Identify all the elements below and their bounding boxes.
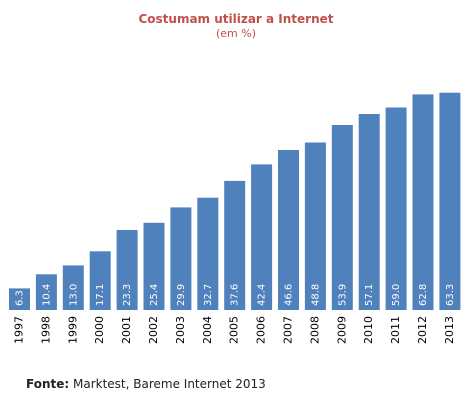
bar-2001	[116, 230, 138, 310]
x-tick-label-2003: 2003	[174, 316, 187, 344]
x-tick-label-2001: 2001	[120, 316, 133, 344]
x-tick-label-2012: 2012	[416, 316, 429, 344]
source-label: Fonte:	[26, 377, 70, 391]
bar-2003	[170, 207, 192, 310]
bar-2013	[439, 92, 461, 310]
bar-2002	[143, 222, 165, 310]
bar-1997	[9, 288, 30, 310]
x-tick-label-1997: 1997	[13, 316, 26, 344]
value-label-2005: 37.6	[230, 284, 241, 306]
x-tick-label-2004: 2004	[201, 316, 214, 344]
bar-2007	[278, 150, 299, 310]
bar-2008	[304, 142, 326, 310]
chart-subtitle: (em %)	[215, 27, 256, 40]
value-label-2007: 46.6	[284, 284, 295, 306]
x-tick-label-2008: 2008	[308, 316, 321, 344]
value-label-2011: 59.0	[391, 284, 402, 306]
value-label-2001: 23.3	[122, 284, 133, 306]
value-label-1999: 13.0	[68, 284, 79, 306]
x-tick-label-2005: 2005	[228, 316, 241, 344]
value-label-1998: 10.4	[41, 284, 52, 306]
bar-2012	[412, 94, 434, 311]
x-tick-label-2013: 2013	[443, 316, 456, 344]
value-label-2013: 63.3	[445, 284, 456, 306]
value-label-2009: 53.9	[337, 284, 348, 306]
x-tick-label-2000: 2000	[93, 316, 106, 344]
bar-2010	[358, 114, 380, 310]
source-note: Fonte: Marktest, Bareme Internet 2013	[26, 377, 266, 391]
value-label-2010: 57.1	[364, 284, 375, 306]
x-tick-label-2009: 2009	[335, 316, 348, 344]
value-label-2008: 48.8	[310, 284, 321, 306]
bar-2005	[224, 180, 246, 310]
x-tick-label-2011: 2011	[389, 316, 402, 344]
bar-2011	[385, 107, 407, 310]
bar-1999	[62, 265, 84, 310]
bar-2004	[197, 197, 219, 310]
value-label-2004: 32.7	[203, 284, 214, 306]
value-label-2000: 17.1	[95, 284, 106, 306]
value-label-2012: 62.8	[418, 284, 429, 306]
chart-title: Costumam utilizar a Internet	[138, 12, 334, 26]
x-tick-label-2010: 2010	[362, 316, 375, 344]
source-text: Marktest, Bareme Internet 2013	[69, 377, 266, 391]
value-label-1997: 6.3	[15, 290, 26, 306]
bar-2009	[331, 125, 353, 310]
bar-1998	[35, 274, 57, 310]
x-tick-label-1999: 1999	[66, 316, 79, 344]
value-label-2006: 42.4	[257, 284, 268, 306]
bar-2000	[89, 251, 111, 310]
value-label-2002: 25.4	[149, 284, 160, 306]
x-tick-label-1998: 1998	[39, 316, 52, 344]
x-tick-label-2007: 2007	[282, 316, 295, 344]
bar-2006	[251, 164, 273, 310]
value-label-2003: 29.9	[176, 284, 187, 306]
x-tick-label-2006: 2006	[255, 316, 268, 344]
x-tick-label-2002: 2002	[147, 316, 160, 344]
